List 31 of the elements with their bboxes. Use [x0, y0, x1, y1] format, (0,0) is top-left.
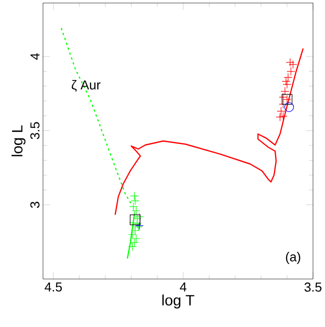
x-axis-title: log T [162, 294, 194, 308]
y-tick-label: 3.5 [30, 122, 40, 140]
y-axis-title: log L [12, 125, 26, 156]
point [276, 112, 284, 122]
point [278, 92, 288, 102]
y-tick-label: 4 [30, 53, 40, 60]
point [130, 196, 140, 206]
point [284, 102, 294, 112]
point [282, 77, 290, 86]
x-tick-label: 4.5 [44, 282, 62, 292]
annotation: (a) [286, 252, 300, 264]
point [132, 234, 140, 243]
point [128, 242, 137, 251]
point [288, 60, 298, 69]
point [130, 192, 139, 200]
annotation: ζ Aur [72, 80, 100, 92]
point [132, 220, 142, 228]
point [286, 67, 296, 76]
x-tick-label: 3.5 [304, 282, 322, 292]
x-tick-label: 4 [180, 282, 186, 292]
point [280, 86, 290, 96]
line-series [114, 48, 304, 216]
line-series [60, 28, 133, 206]
point [128, 230, 137, 239]
point [129, 202, 138, 212]
point [282, 80, 292, 89]
point [130, 226, 140, 235]
point [284, 73, 292, 82]
point [286, 58, 294, 67]
point [130, 238, 139, 247]
y-tick-label: 3 [30, 202, 40, 208]
